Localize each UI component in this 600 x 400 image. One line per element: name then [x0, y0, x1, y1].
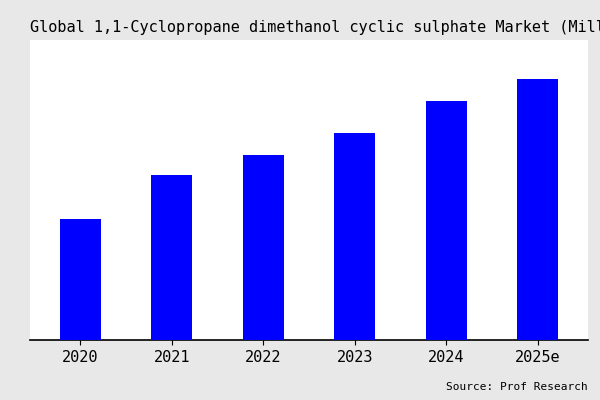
Bar	[334, 133, 376, 340]
Bar	[425, 101, 467, 340]
Bar	[60, 219, 101, 340]
Bar	[151, 174, 193, 340]
Text: Source: Prof Research: Source: Prof Research	[446, 382, 588, 392]
Bar	[517, 79, 558, 340]
Text: Global 1,1-Cyclopropane dimethanol cyclic sulphate Market (Million USD): Global 1,1-Cyclopropane dimethanol cycli…	[30, 20, 600, 35]
Bar	[242, 156, 284, 340]
